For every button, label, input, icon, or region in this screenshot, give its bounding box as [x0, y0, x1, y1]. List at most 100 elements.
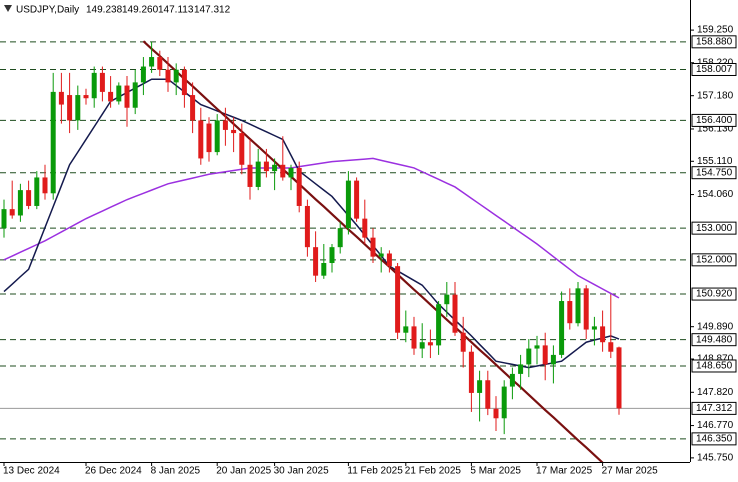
y-tick-label: 146.770	[697, 420, 734, 431]
candle-body	[173, 69, 179, 83]
candle-body	[263, 161, 269, 172]
candle-body	[395, 266, 401, 333]
level-label-box	[691, 35, 737, 49]
x-tick-label: 20 Jan 2025	[216, 466, 271, 477]
candle-body	[386, 253, 392, 267]
candle-body	[509, 373, 515, 387]
candle-body	[370, 237, 376, 257]
indicator-line	[3, 157, 620, 299]
candle-body	[460, 332, 466, 352]
candle-body	[321, 263, 327, 276]
candle-body	[337, 228, 343, 248]
candle-body	[542, 345, 548, 365]
candle-body	[198, 120, 204, 159]
x-tick-label: 26 Dec 2024	[85, 466, 142, 477]
header-open: 149.238	[86, 5, 123, 16]
candle-body	[108, 91, 114, 102]
level-label: 149.480	[696, 334, 733, 345]
candle-body	[247, 164, 253, 187]
indicator-line	[3, 78, 620, 369]
candle-body	[149, 57, 155, 67]
level-label-box	[691, 166, 737, 180]
candle-body	[313, 247, 319, 276]
level-label: 158.880	[696, 36, 733, 47]
candle-body	[362, 218, 368, 238]
candle-body	[518, 364, 524, 374]
candle-body	[26, 190, 32, 206]
menu-icon	[4, 5, 12, 12]
level-label-box	[691, 113, 737, 127]
candle-body	[345, 180, 351, 229]
candle-body	[526, 348, 532, 365]
candle-body	[58, 91, 64, 105]
candle-body	[288, 167, 294, 178]
candle-body	[427, 342, 433, 346]
candle-body	[452, 294, 458, 333]
header-close: 147.312	[194, 5, 231, 16]
candle-body	[50, 91, 56, 194]
candle-body	[329, 247, 335, 264]
candle-body	[575, 288, 581, 324]
price-label-box	[691, 401, 737, 415]
candle-body	[378, 253, 384, 257]
candle-body	[616, 347, 622, 409]
y-tick-label: 155.110	[697, 156, 733, 167]
chart-title: USDJPY,Daily	[16, 5, 79, 16]
candle-body	[91, 72, 97, 99]
candle-body	[222, 120, 228, 130]
candle-body	[534, 345, 540, 349]
header-low: 147.113	[158, 5, 194, 16]
candle-body	[140, 66, 146, 83]
x-tick-label: 11 Feb 2025	[347, 466, 403, 477]
x-tick-label: 30 Jan 2025	[274, 466, 329, 477]
candle-body	[17, 190, 23, 216]
candle-body	[583, 288, 589, 330]
candle-body	[501, 386, 507, 419]
candle-body	[468, 351, 474, 393]
level-label: 153.000	[696, 223, 733, 234]
candle-body	[1, 209, 7, 229]
x-tick-label: 21 Feb 2025	[405, 466, 462, 477]
candle-body	[75, 95, 81, 121]
candle-body	[608, 342, 614, 352]
y-tick-label: 154.060	[697, 189, 734, 200]
candle-body	[485, 380, 491, 409]
candle-body	[411, 326, 417, 349]
level-label: 152.000	[696, 254, 733, 265]
candle-body	[116, 85, 122, 102]
candle-body	[477, 380, 483, 393]
candle-body	[436, 304, 442, 346]
candle-body	[214, 120, 220, 153]
candle-body	[419, 342, 425, 349]
y-tick-label: 145.750	[697, 453, 734, 464]
y-tick-label: 156.130	[697, 124, 734, 135]
candle-body	[83, 95, 89, 99]
candle-body	[493, 408, 499, 419]
level-label-box	[691, 287, 737, 301]
candle-body	[255, 161, 261, 187]
candle-body	[34, 177, 40, 206]
candle-body	[567, 301, 573, 324]
level-label: 146.350	[696, 434, 733, 445]
candle-body	[239, 133, 245, 165]
candle-body	[304, 205, 310, 248]
candle-body	[231, 129, 237, 134]
x-tick-label: 17 Mar 2025	[536, 466, 593, 477]
candle-body	[280, 164, 286, 178]
plot-area	[0, 40, 690, 462]
candle-body	[354, 180, 360, 219]
level-label-box	[691, 62, 737, 76]
level-label: 154.750	[696, 167, 733, 178]
candle-body	[550, 354, 556, 365]
y-tick-label: 147.820	[697, 387, 734, 398]
candle-body	[444, 294, 450, 305]
candle-body	[403, 326, 409, 333]
header-high: 149.260	[122, 5, 159, 16]
price-label: 147.312	[696, 403, 733, 414]
level-label-box	[691, 432, 737, 446]
candle-body	[296, 167, 302, 206]
candle-body	[132, 82, 138, 108]
level-label-box	[691, 333, 737, 347]
y-tick-label: 158.220	[697, 57, 734, 68]
